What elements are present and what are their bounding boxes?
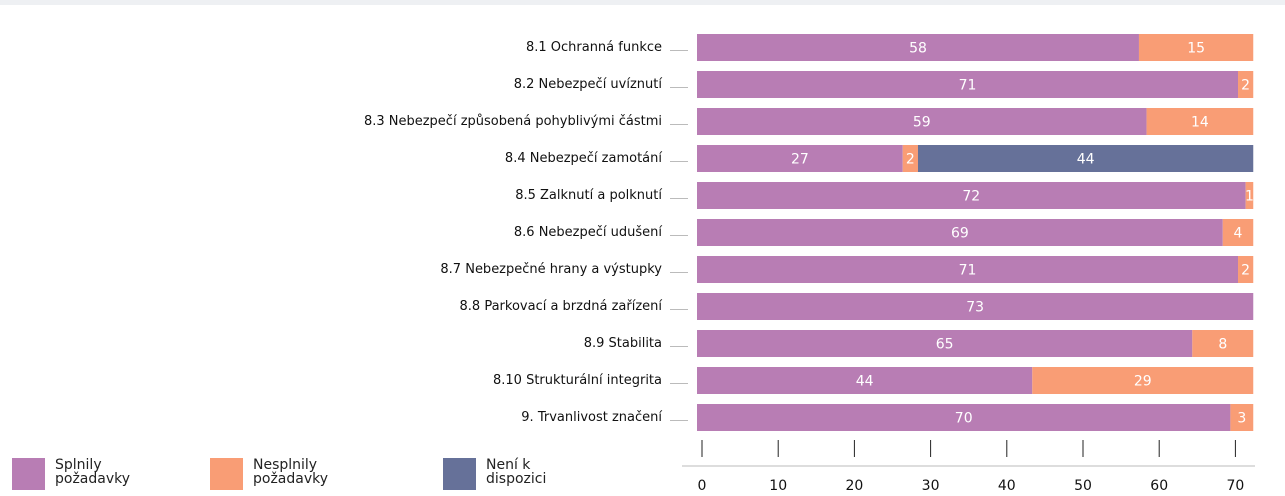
bar-segment [697,256,1239,283]
bar-segment [1238,71,1254,98]
legend-item: Není k dispozici [443,458,576,490]
value-label: 8 [1218,337,1227,353]
category-label: 8.8 Parkovací a brzdná zařízení [460,299,663,314]
category-label: 8.10 Strukturální integrita [493,373,662,388]
category-label: 8.9 Stabilita [584,336,662,351]
x-tick-label: 30 [922,478,940,494]
category-label: 8.7 Nebezpečné hrany a výstupky [440,262,662,277]
bar-segment [1230,404,1254,431]
bar-segment [1238,256,1254,283]
value-label: 15 [1187,41,1205,57]
legend-item: Splnily požadavky [12,458,145,490]
bar-segment [902,145,918,172]
legend-label: Splnily požadavky [55,457,131,487]
legend-swatch [443,458,476,490]
x-tick-label: 60 [1150,478,1168,494]
value-label: 3 [1237,411,1246,427]
value-label: 65 [936,337,954,353]
bar-segment [1222,219,1254,246]
bar-segment [1192,330,1254,357]
top-strip [0,0,1285,5]
category-label: 8.6 Nebezpečí udušení [514,225,662,240]
value-label: 70 [955,411,973,427]
x-tick-label: 20 [845,478,863,494]
bar-segment [697,404,1231,431]
bar-segment [697,182,1246,209]
x-tick-label: 0 [698,478,707,494]
value-label: 59 [913,115,931,131]
value-label: 27 [791,152,809,168]
bar-segment [697,145,903,172]
value-label: 4 [1234,226,1243,242]
bar-segment [1146,108,1254,135]
bar-segment [1245,182,1254,209]
x-tick-label: 40 [998,478,1016,494]
value-label: 2 [1241,263,1250,279]
category-label: 9. Trvanlivost značení [521,410,662,425]
value-label: 2 [1241,78,1250,94]
value-label: 73 [966,300,984,316]
legend-label: Nesplnily požadavky [253,457,329,487]
value-label: 1 [1245,189,1254,205]
bar-segment [697,367,1033,394]
value-label: 29 [1134,374,1152,390]
legend-label: Není k dispozici [486,457,547,487]
bar-segment [1138,34,1254,61]
bar-segment [697,219,1223,246]
bar-segment [697,293,1254,320]
bar-segment [917,145,1254,172]
value-label: 44 [856,374,874,390]
category-label: 8.3 Nebezpečí způsobená pohyblivými část… [364,114,662,129]
legend-item: Nesplnily požadavky [210,458,343,490]
bar-segment [697,108,1147,135]
legend-swatch [12,458,45,490]
bar-segment [697,34,1139,61]
category-label: 8.5 Zalknutí a polknutí [515,188,662,203]
bar-segment [697,71,1239,98]
bar-segment [697,330,1193,357]
value-label: 69 [951,226,969,242]
x-tick-label: 10 [769,478,787,494]
legend-swatch [210,458,243,490]
category-label: 8.4 Nebezpečí zamotání [505,151,662,166]
x-tick-label: 50 [1074,478,1092,494]
value-label: 58 [909,41,927,57]
value-label: 44 [1077,152,1095,168]
x-tick-label: 70 [1226,478,1244,494]
value-label: 14 [1191,115,1209,131]
category-label: 8.1 Ochranná funkce [526,40,662,55]
value-label: 71 [959,263,977,279]
value-label: 71 [959,78,977,94]
value-label: 72 [962,189,980,205]
category-label: 8.2 Nebezpečí uvíznutí [514,77,663,92]
value-label: 2 [906,152,915,168]
bar-segment [1032,367,1254,394]
